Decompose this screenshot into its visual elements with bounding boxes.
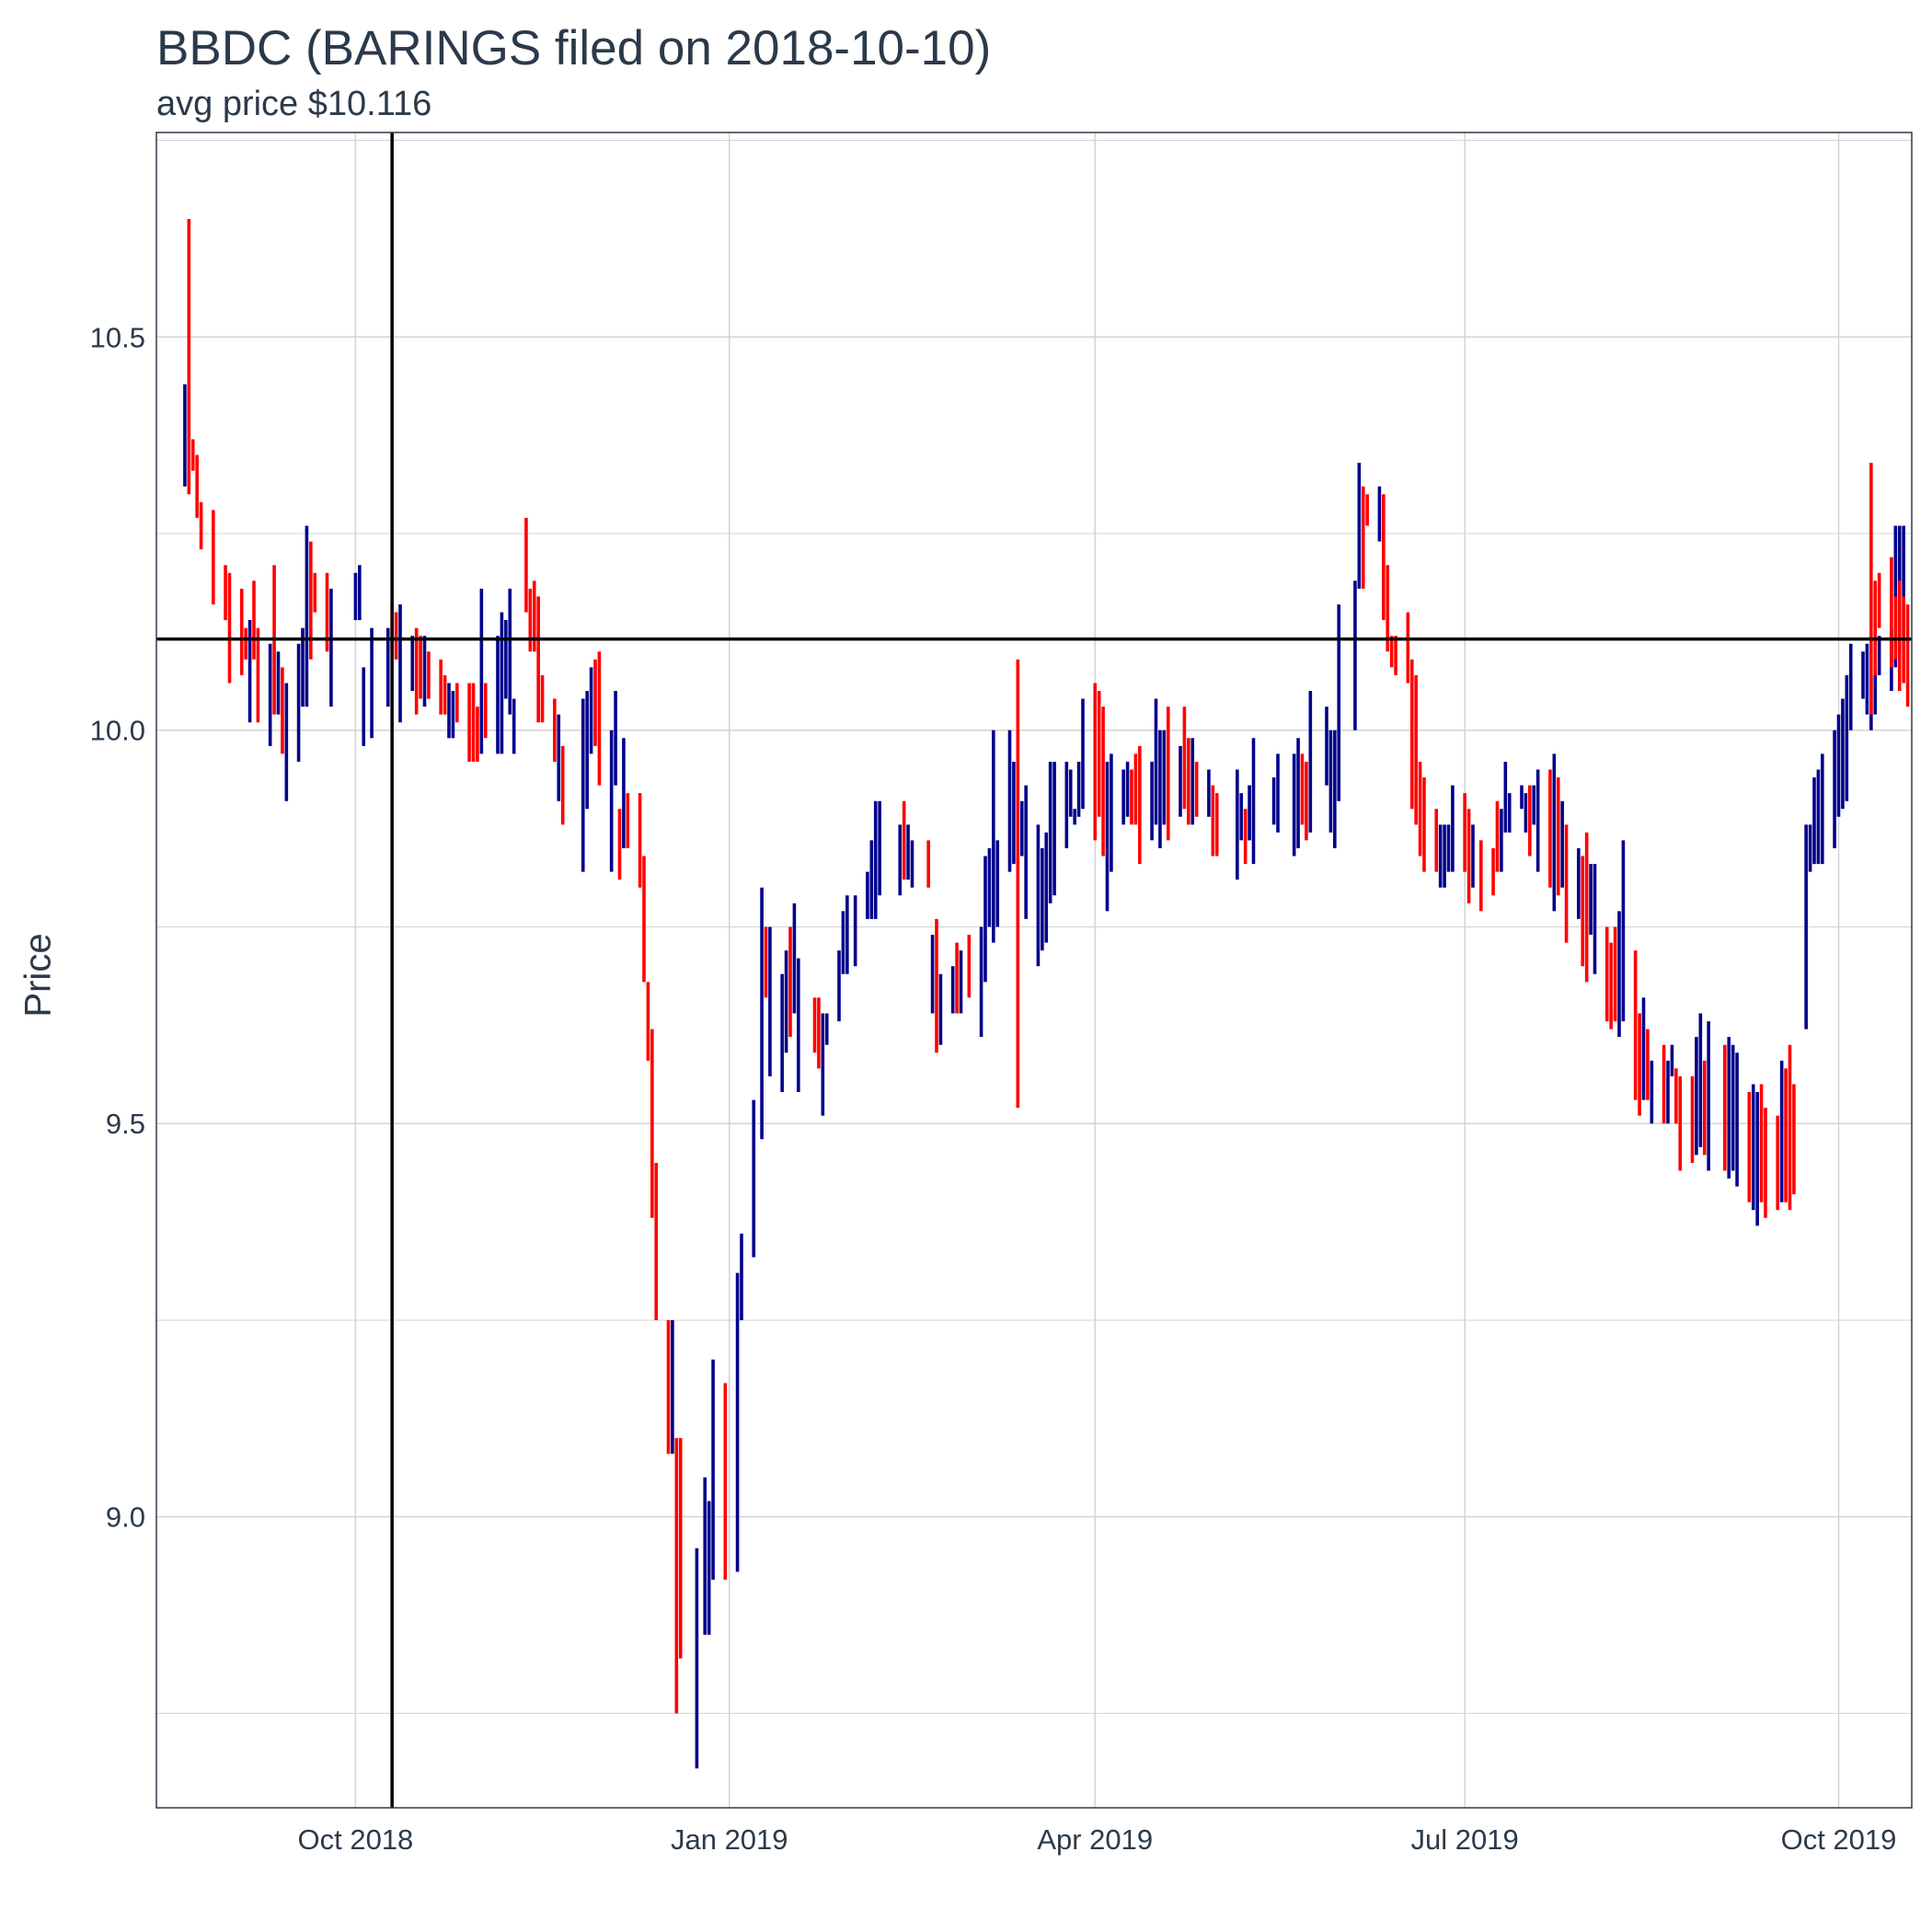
y-tick-label: 10.5	[90, 321, 145, 353]
x-axis-ticks: Oct 2018 Jan 2019 Apr 2019 Jul 2019 Oct 2019	[298, 1823, 1897, 1856]
x-tick-label: Oct 2018	[298, 1823, 414, 1856]
y-tick-label: 9.5	[106, 1108, 145, 1140]
x-tick-label: Apr 2019	[1037, 1823, 1153, 1856]
y-tick-label: 10.0	[90, 715, 145, 747]
y-tick-label: 9.0	[106, 1501, 145, 1534]
reference-lines	[156, 132, 1912, 1808]
price-bars	[183, 219, 1910, 1769]
x-tick-label: Oct 2019	[1781, 1823, 1897, 1856]
x-tick-label: Jan 2019	[671, 1823, 788, 1856]
grid-lines	[156, 132, 1912, 1808]
plot-panel-border	[155, 132, 1913, 1809]
chart-title: BBDC (BARINGS filed on 2018-10-10)	[156, 21, 992, 75]
x-tick-label: Jul 2019	[1411, 1823, 1519, 1856]
y-axis-ticks: 9.0 9.5 10.0 10.5	[90, 321, 145, 1533]
chart-subtitle: avg price $10.116	[156, 85, 432, 123]
